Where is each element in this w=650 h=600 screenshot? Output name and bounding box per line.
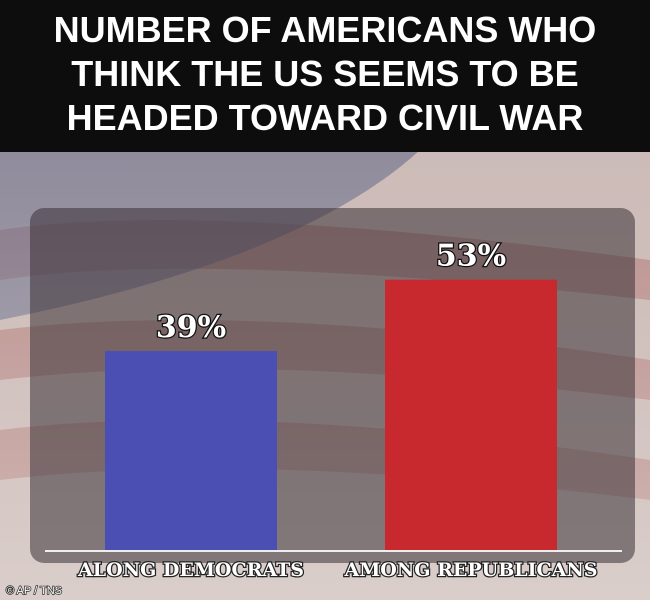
credit: © AP / TNS bbox=[6, 585, 62, 597]
x-tick-label: ALONG DEMOCRATS bbox=[77, 559, 304, 581]
bar bbox=[385, 279, 557, 550]
bar bbox=[105, 351, 277, 550]
header-band bbox=[0, 0, 650, 152]
chart-title: THINK THE US SEEMS TO BE bbox=[71, 53, 578, 94]
value-label: 53% bbox=[436, 239, 506, 274]
x-tick-label: AMONG REPUBLICANS bbox=[344, 559, 598, 581]
value-label: 39% bbox=[156, 310, 226, 345]
chart-title: HEADED TOWARD CIVIL WAR bbox=[67, 97, 584, 138]
chart-title: NUMBER OF AMERICANS WHO bbox=[54, 9, 597, 50]
